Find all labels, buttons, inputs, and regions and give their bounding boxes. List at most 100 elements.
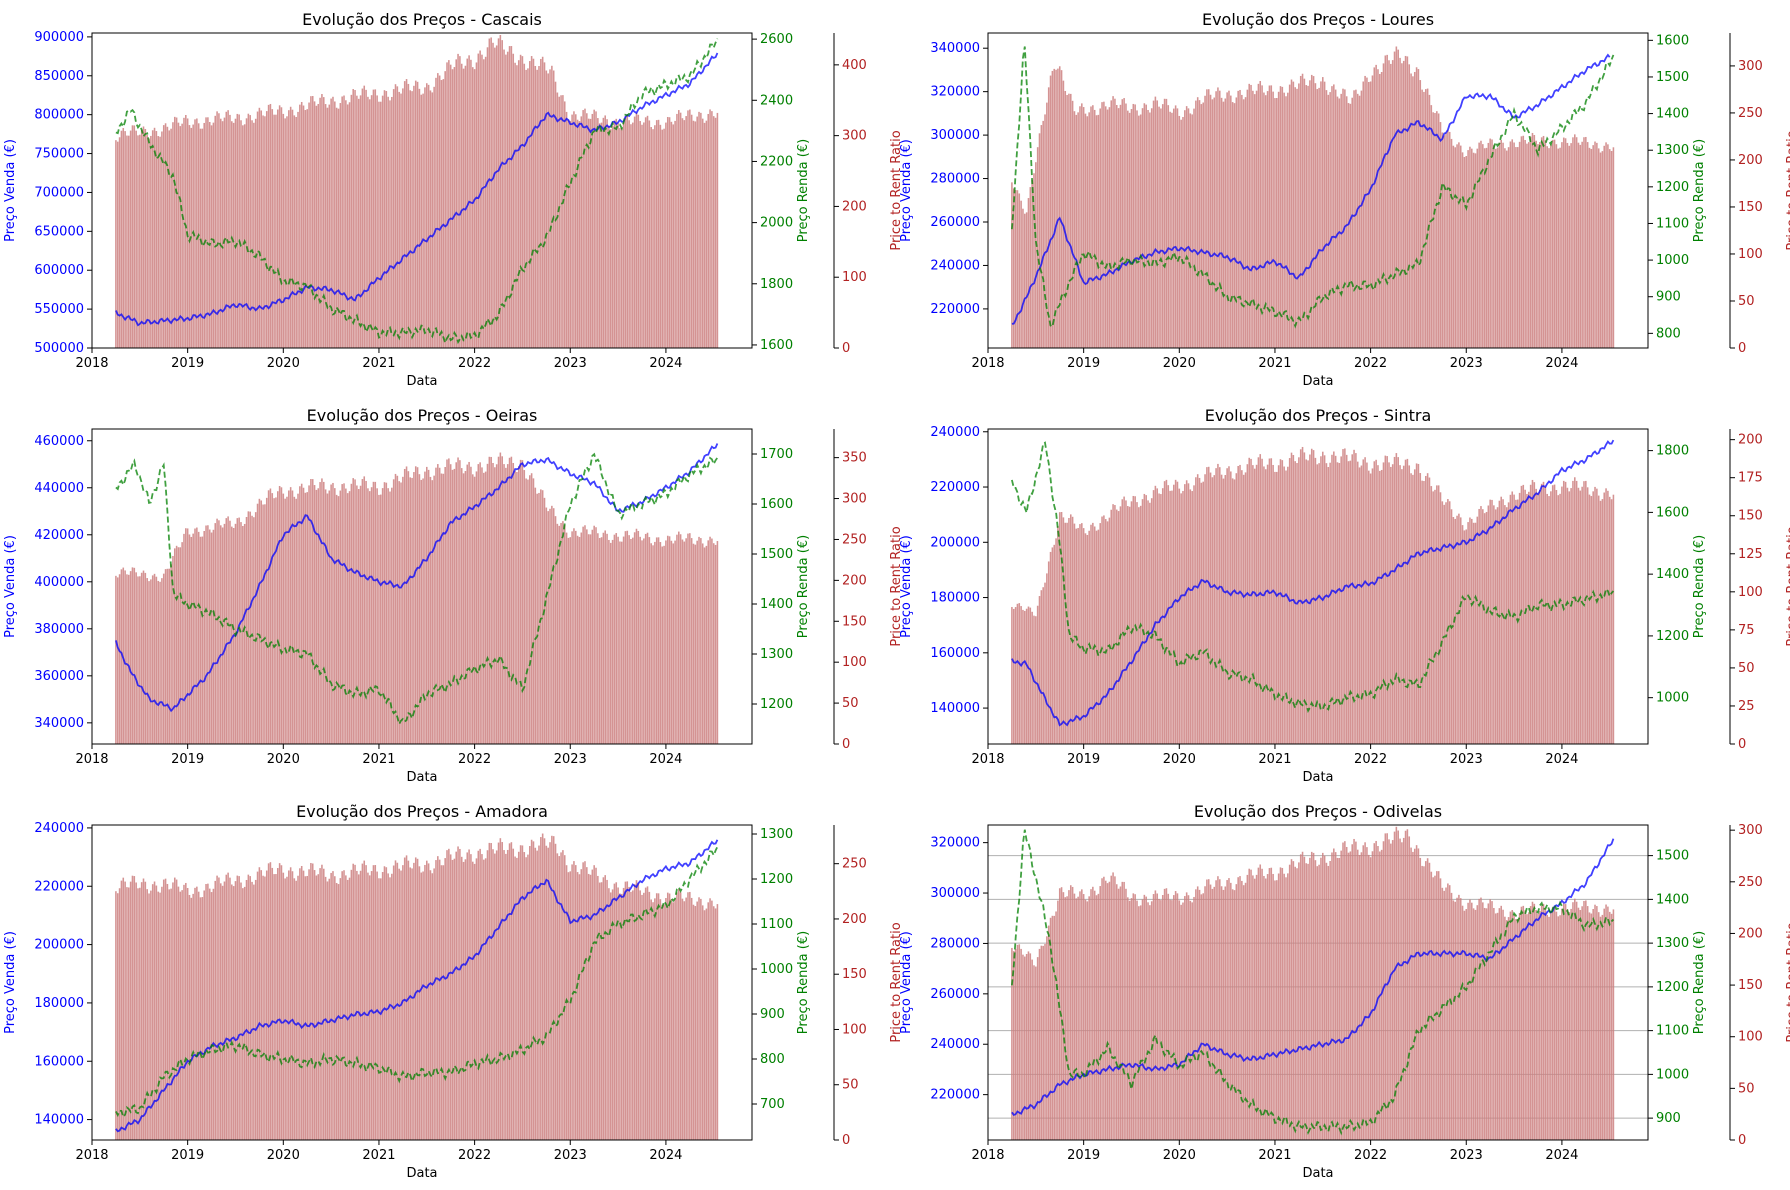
ratio-bar: [700, 538, 702, 744]
ratio-bar: [1266, 91, 1269, 348]
ratio-bar: [586, 113, 588, 349]
ratio-bar: [1586, 487, 1589, 744]
ratio-bar: [1112, 504, 1114, 744]
ratio-bar: [543, 497, 546, 744]
ratio-bar: [624, 881, 627, 1140]
ratio-bar: [1450, 892, 1453, 1140]
ratio-bar: [183, 533, 185, 744]
ratio-bar: [120, 880, 123, 1140]
ratio-bar: [1399, 57, 1401, 349]
ratio-bar: [306, 109, 308, 348]
ratio-bar: [620, 541, 623, 744]
y-right2-axis-label: Price to Rent Ratio: [889, 130, 904, 250]
ratio-bar: [1253, 468, 1256, 744]
ratio-bar: [1430, 486, 1433, 744]
ratio-bar: [1406, 458, 1409, 744]
ratio-bar: [1588, 147, 1591, 348]
ratio-bar: [1097, 529, 1100, 744]
ratio-bar: [1121, 499, 1124, 744]
ratio-bar: [510, 46, 513, 348]
ratio-bar: [584, 861, 586, 1140]
ratio-bar: [1069, 514, 1072, 744]
ratio-bar: [521, 460, 524, 744]
ratio-bar: [678, 888, 680, 1140]
ratio-bar: [1417, 848, 1420, 1140]
ratio-bar: [514, 470, 516, 744]
ratio-bar: [1574, 134, 1576, 348]
ratio-bar: [192, 533, 194, 744]
ratio-bar: [1283, 466, 1285, 744]
ratio-bar: [1207, 879, 1210, 1140]
ratio-bar: [714, 117, 717, 348]
ratio-bar: [558, 96, 561, 348]
ratio-bar: [503, 49, 505, 348]
ratio-bar: [1461, 525, 1464, 744]
ratio-bar: [1388, 839, 1390, 1140]
ratio-bar: [1173, 108, 1175, 349]
ratio-bar: [1502, 142, 1504, 348]
ratio-bar: [495, 45, 498, 348]
ratio-bar: [1548, 916, 1550, 1140]
ratio-bar: [1156, 893, 1159, 1140]
ratio-bar: [405, 855, 408, 1140]
ratio-bar: [519, 845, 522, 1140]
ratio-bar: [133, 876, 136, 1140]
ratio-bar: [420, 479, 423, 744]
ratio-bar: [363, 860, 366, 1140]
ratio-bar: [1217, 87, 1219, 348]
ratio-bar: [264, 504, 266, 744]
ratio-bar: [666, 116, 669, 348]
ratio-bar: [1099, 108, 1101, 348]
ratio-bar: [317, 874, 320, 1140]
ratio-bar: [1412, 76, 1414, 348]
x-tick-label: 2021: [1258, 752, 1291, 767]
x-tick-label: 2024: [649, 752, 682, 767]
ratio-bar: [264, 876, 266, 1140]
ratio-bar: [635, 880, 638, 1140]
ratio-bar: [218, 113, 220, 348]
y-right1-tick-label: 1000: [1656, 253, 1689, 268]
ratio-bar: [516, 65, 518, 348]
ratio-bar: [1242, 885, 1245, 1140]
ratio-bar: [1362, 845, 1365, 1140]
y-right1-tick-label: 2000: [760, 216, 793, 231]
ratio-bar: [431, 480, 434, 744]
ratio-bar: [322, 97, 325, 348]
ratio-bar: [286, 876, 288, 1140]
ratio-bar: [455, 59, 457, 349]
ratio-bar: [1189, 489, 1192, 744]
ratio-bar: [536, 850, 538, 1140]
ratio-bar: [1445, 887, 1447, 1140]
ratio-bar: [1211, 99, 1214, 349]
ratio-bar: [1384, 55, 1387, 348]
ratio-bar: [1312, 450, 1315, 744]
ratio-bar: [1303, 452, 1306, 744]
ratio-bar: [1167, 485, 1170, 744]
ratio-bar: [1147, 902, 1149, 1140]
ratio-bar: [567, 872, 570, 1140]
ratio-bar: [1206, 879, 1208, 1140]
ratio-bar: [1612, 909, 1615, 1140]
ratio-bar: [280, 865, 283, 1140]
ratio-bar: [1489, 499, 1491, 744]
ratio-bar: [1518, 492, 1521, 744]
ratio-bar: [1375, 64, 1377, 348]
ratio-bar: [1055, 69, 1057, 348]
ratio-bar: [437, 856, 439, 1140]
ratio-bar: [1373, 843, 1376, 1140]
ratio-bar: [350, 483, 353, 744]
ratio-bar: [1064, 897, 1067, 1140]
ratio-bar: [212, 122, 215, 349]
ratio-bar: [299, 868, 301, 1140]
ratio-bar: [339, 878, 342, 1140]
ratio-bar: [339, 490, 342, 744]
ratio-bar: [291, 490, 294, 744]
ratio-bar: [517, 851, 520, 1140]
ratio-bar: [317, 103, 320, 348]
ratio-bar: [414, 857, 417, 1140]
y-right1-axis-label: Preço Renda (€): [1692, 931, 1707, 1034]
ratio-bar: [280, 487, 283, 744]
ratio-bar: [124, 570, 126, 744]
ratio-bar: [1309, 857, 1311, 1140]
ratio-bar: [391, 487, 393, 744]
